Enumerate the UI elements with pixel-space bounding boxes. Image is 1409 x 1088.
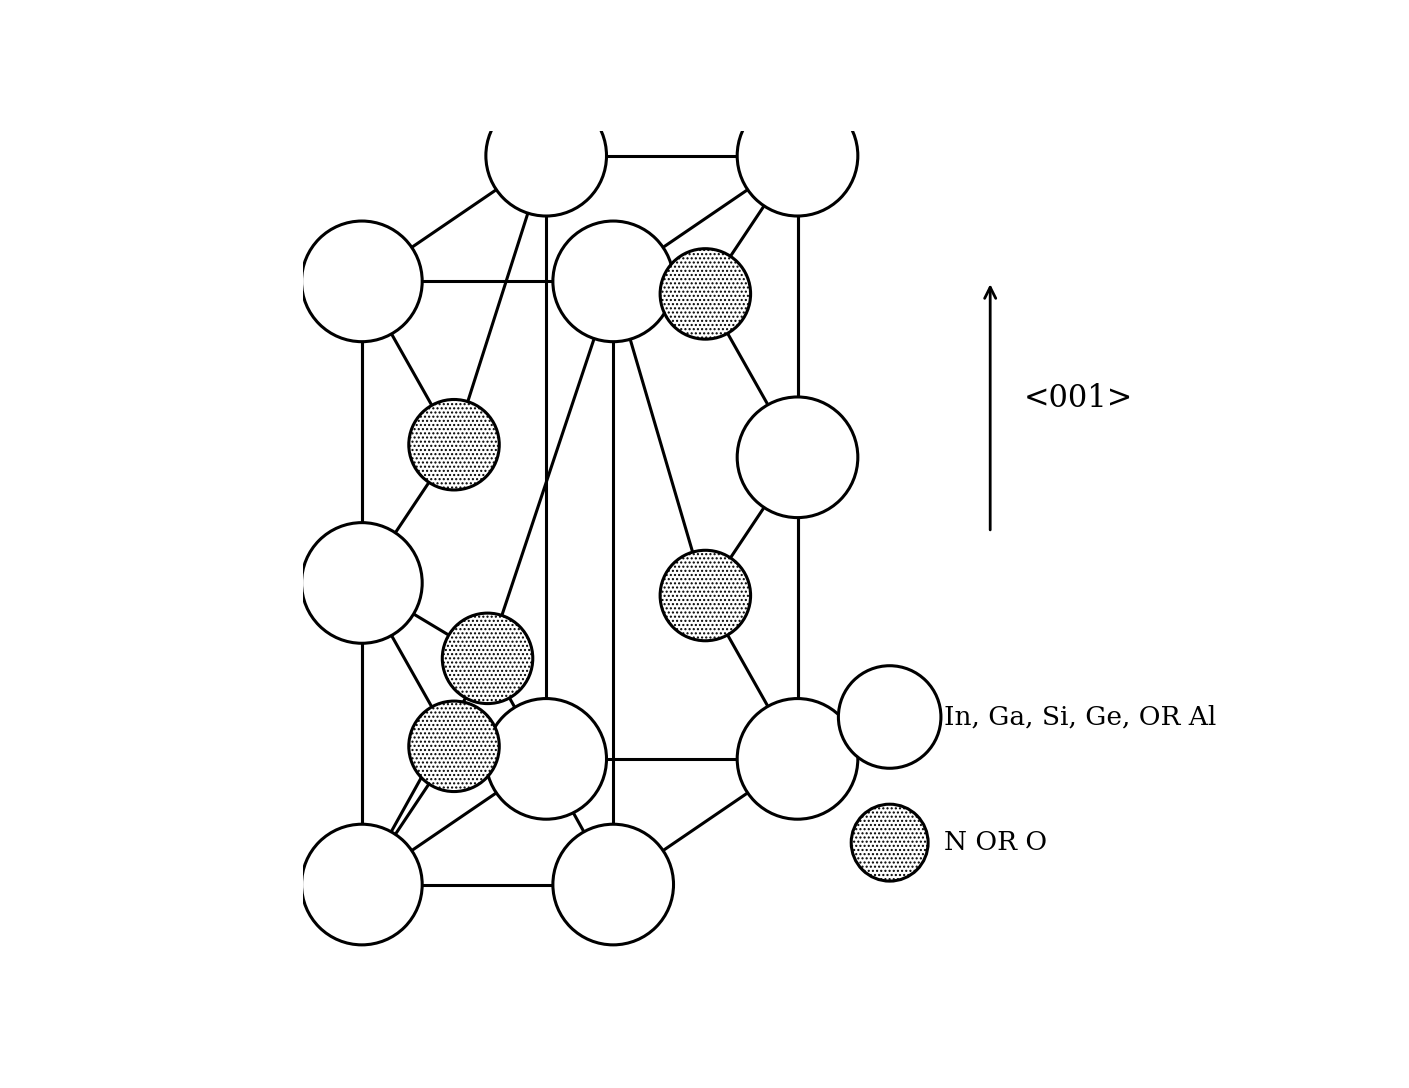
Text: <001>: <001> bbox=[1024, 383, 1133, 415]
Circle shape bbox=[552, 221, 674, 342]
Circle shape bbox=[442, 614, 533, 704]
Circle shape bbox=[838, 666, 941, 768]
Circle shape bbox=[661, 249, 751, 339]
Circle shape bbox=[737, 96, 858, 217]
Text: In, Ga, Si, Ge, OR Al: In, Ga, Si, Ge, OR Al bbox=[944, 705, 1216, 729]
Circle shape bbox=[737, 397, 858, 518]
Text: N OR O: N OR O bbox=[944, 830, 1047, 855]
Circle shape bbox=[661, 551, 751, 641]
Circle shape bbox=[302, 825, 423, 944]
Circle shape bbox=[851, 804, 929, 881]
Circle shape bbox=[409, 701, 499, 792]
Circle shape bbox=[552, 825, 674, 944]
Circle shape bbox=[486, 96, 606, 217]
Circle shape bbox=[302, 221, 423, 342]
Circle shape bbox=[737, 698, 858, 819]
Circle shape bbox=[409, 399, 499, 490]
Circle shape bbox=[486, 698, 606, 819]
Circle shape bbox=[302, 522, 423, 643]
